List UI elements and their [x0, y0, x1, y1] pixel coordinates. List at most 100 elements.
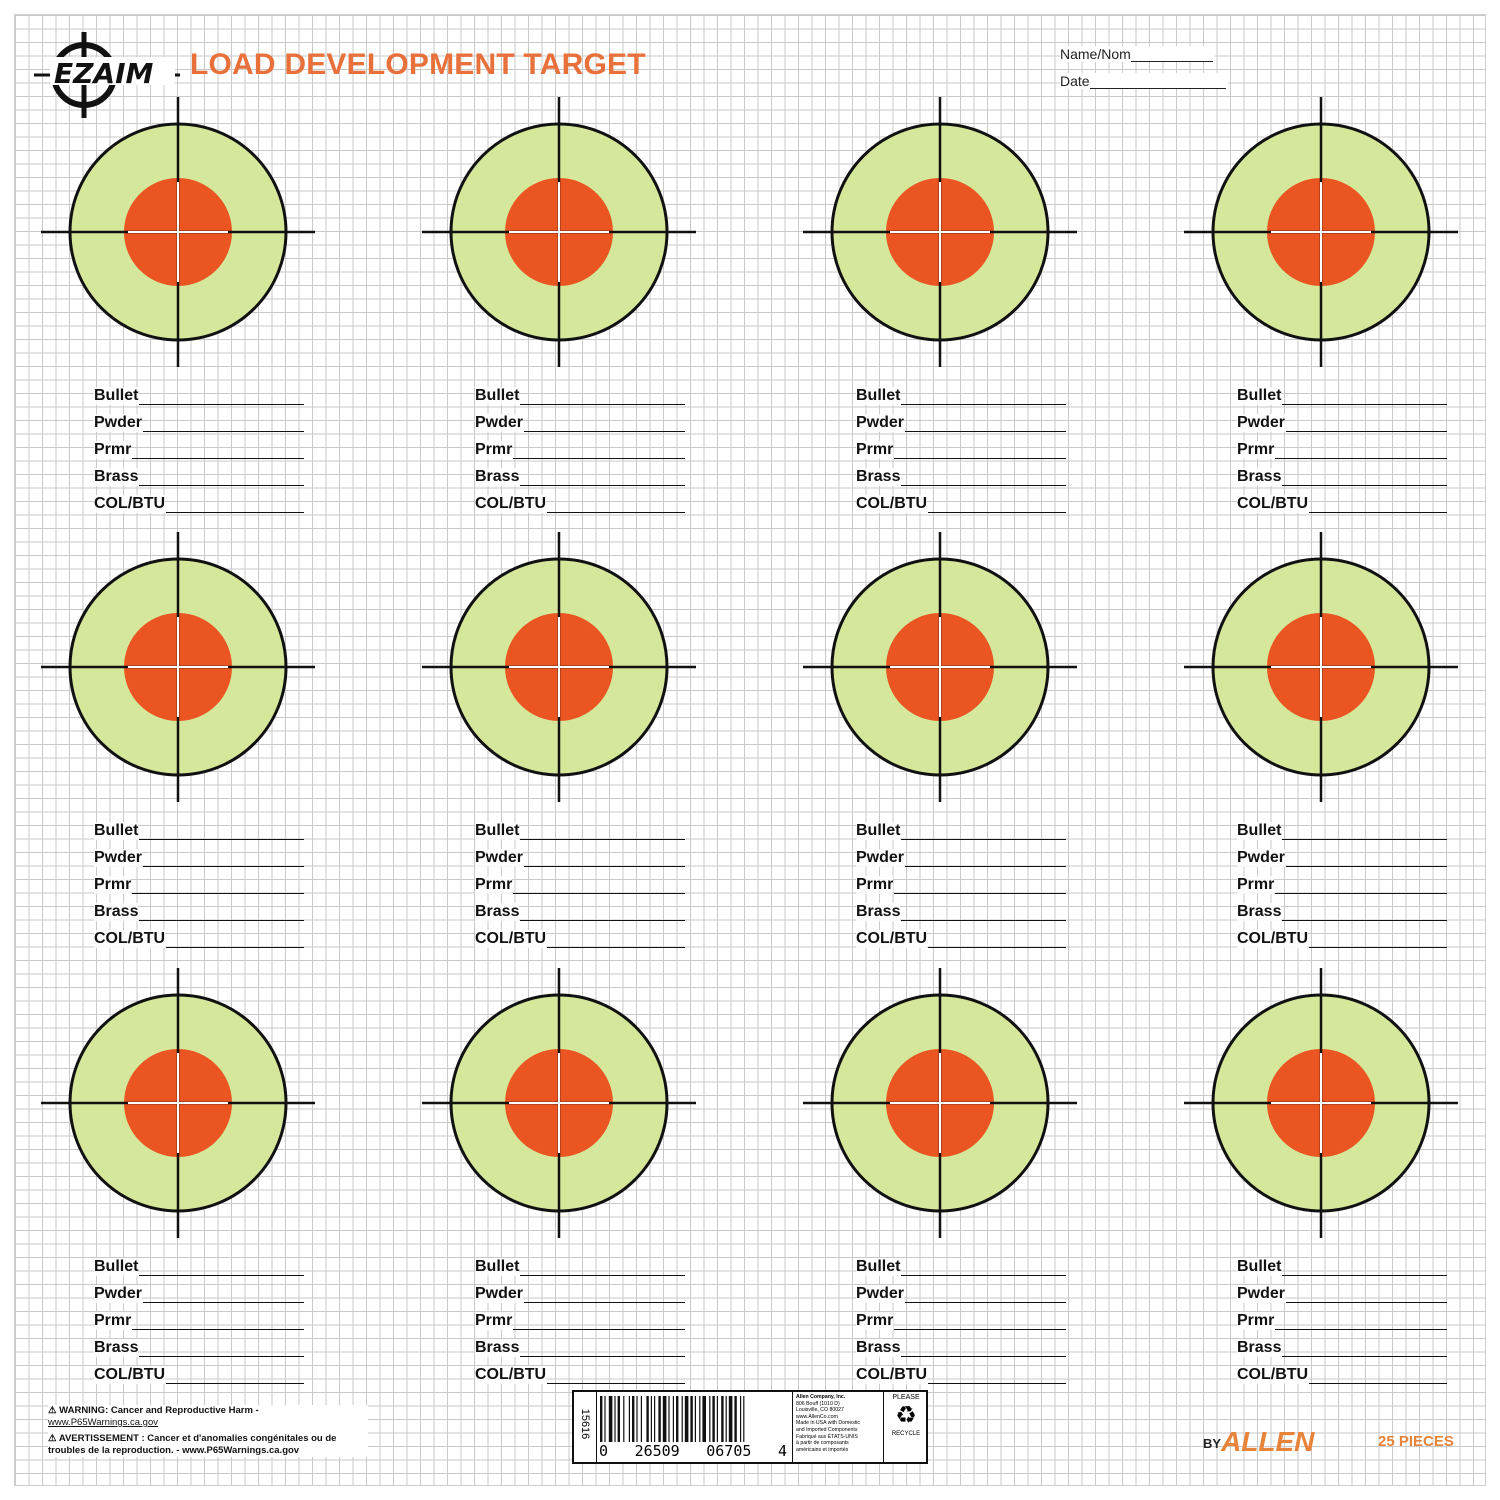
col-btu-field[interactable]: COL/BTU — [475, 1357, 685, 1384]
bullet-field[interactable]: Bullet — [1237, 1249, 1447, 1276]
powder-field-line — [1286, 430, 1447, 432]
bullseye-icon — [422, 532, 696, 802]
load-data-fields: Bullet Pwder Prmr Brass COL/BTU — [475, 813, 685, 948]
col-btu-field[interactable]: COL/BTU — [475, 921, 685, 948]
powder-field[interactable]: Pwder — [1237, 405, 1447, 432]
bullet-field[interactable]: Bullet — [475, 1249, 685, 1276]
brass-field-line — [520, 919, 685, 921]
product-code: 15616 — [579, 1408, 591, 1440]
primer-field[interactable]: Prmr — [94, 1303, 304, 1330]
recycle-bottom-label: RECYCLE — [891, 1431, 921, 1437]
powder-field[interactable]: Pwder — [1237, 840, 1447, 867]
brass-field-label: Brass — [1237, 903, 1282, 921]
col-btu-field-label: COL/BTU — [1237, 1366, 1309, 1384]
bullet-field[interactable]: Bullet — [856, 378, 1066, 405]
powder-field[interactable]: Pwder — [94, 840, 304, 867]
target-bullseye — [795, 87, 1085, 377]
bullet-field-label: Bullet — [475, 387, 520, 405]
page-title: LOAD DEVELOPMENT TARGET — [190, 48, 646, 81]
col-btu-field-line — [1309, 946, 1447, 948]
powder-field[interactable]: Pwder — [475, 1276, 685, 1303]
bullet-field[interactable]: Bullet — [94, 813, 304, 840]
name-field[interactable]: Name/Nom — [1060, 46, 1215, 62]
powder-field[interactable]: Pwder — [475, 405, 685, 432]
bullet-field-line — [139, 838, 304, 840]
powder-field-label: Pwder — [1237, 414, 1286, 432]
powder-field[interactable]: Pwder — [94, 405, 304, 432]
powder-field[interactable]: Pwder — [856, 1276, 1066, 1303]
powder-field-label: Pwder — [94, 849, 143, 867]
bullet-field[interactable]: Bullet — [475, 813, 685, 840]
barcode-icon — [600, 1396, 745, 1442]
brass-field-line — [1282, 919, 1447, 921]
primer-field[interactable]: Prmr — [1237, 432, 1447, 459]
bullet-field[interactable]: Bullet — [1237, 378, 1447, 405]
col-btu-field[interactable]: COL/BTU — [1237, 486, 1447, 513]
col-btu-field-line — [166, 946, 304, 948]
bullet-field[interactable]: Bullet — [94, 378, 304, 405]
primer-field[interactable]: Prmr — [94, 867, 304, 894]
col-btu-field-label: COL/BTU — [475, 495, 547, 513]
col-btu-field[interactable]: COL/BTU — [1237, 1357, 1447, 1384]
primer-field[interactable]: Prmr — [856, 867, 1066, 894]
bullet-field[interactable]: Bullet — [94, 1249, 304, 1276]
brass-field[interactable]: Brass — [856, 1330, 1066, 1357]
load-data-fields: Bullet Pwder Prmr Brass COL/BTU — [475, 378, 685, 513]
primer-field[interactable]: Prmr — [475, 432, 685, 459]
powder-field[interactable]: Pwder — [475, 840, 685, 867]
brass-field-line — [901, 484, 1066, 486]
load-data-fields: Bullet Pwder Prmr Brass COL/BTU — [856, 1249, 1066, 1384]
primer-field-label: Prmr — [856, 1312, 894, 1330]
primer-field[interactable]: Prmr — [94, 432, 304, 459]
brass-field[interactable]: Brass — [94, 1330, 304, 1357]
brass-field-label: Brass — [475, 1339, 520, 1357]
powder-field-label: Pwder — [475, 414, 524, 432]
brass-field[interactable]: Brass — [1237, 894, 1447, 921]
bullet-field[interactable]: Bullet — [856, 1249, 1066, 1276]
primer-field[interactable]: Prmr — [475, 1303, 685, 1330]
powder-field[interactable]: Pwder — [856, 405, 1066, 432]
powder-field-label: Pwder — [94, 1285, 143, 1303]
bullet-field[interactable]: Bullet — [1237, 813, 1447, 840]
brass-field[interactable]: Brass — [856, 459, 1066, 486]
brass-field[interactable]: Brass — [475, 459, 685, 486]
col-btu-field[interactable]: COL/BTU — [856, 1357, 1066, 1384]
bullseye-icon — [422, 97, 696, 367]
brass-field[interactable]: Brass — [475, 1330, 685, 1357]
powder-field-line — [524, 865, 685, 867]
date-label: Date — [1060, 73, 1090, 89]
brass-field[interactable]: Brass — [1237, 1330, 1447, 1357]
powder-field-label: Pwder — [856, 849, 905, 867]
powder-field[interactable]: Pwder — [94, 1276, 304, 1303]
col-btu-field[interactable]: COL/BTU — [1237, 921, 1447, 948]
primer-field[interactable]: Prmr — [475, 867, 685, 894]
col-btu-field[interactable]: COL/BTU — [94, 921, 304, 948]
brass-field[interactable]: Brass — [475, 894, 685, 921]
company-line: 806 Bouff (1010 D) — [796, 1400, 840, 1407]
col-btu-field[interactable]: COL/BTU — [94, 1357, 304, 1384]
col-btu-field[interactable]: COL/BTU — [475, 486, 685, 513]
col-btu-field[interactable]: COL/BTU — [856, 486, 1066, 513]
brass-field[interactable]: Brass — [856, 894, 1066, 921]
col-btu-field-label: COL/BTU — [475, 1366, 547, 1384]
brass-field[interactable]: Brass — [1237, 459, 1447, 486]
col-btu-field-line — [166, 511, 304, 513]
col-btu-field[interactable]: COL/BTU — [856, 921, 1066, 948]
powder-field-label: Pwder — [94, 414, 143, 432]
bullet-field[interactable]: Bullet — [856, 813, 1066, 840]
col-btu-field[interactable]: COL/BTU — [94, 486, 304, 513]
bullet-field[interactable]: Bullet — [475, 378, 685, 405]
brass-field[interactable]: Brass — [94, 894, 304, 921]
powder-field[interactable]: Pwder — [1237, 1276, 1447, 1303]
primer-field[interactable]: Prmr — [856, 1303, 1066, 1330]
primer-field[interactable]: Prmr — [1237, 867, 1447, 894]
brass-field-label: Brass — [856, 468, 901, 486]
company-line: Made in USA with Domestic — [796, 1420, 861, 1427]
brass-field[interactable]: Brass — [94, 459, 304, 486]
date-field[interactable]: Date — [1060, 73, 1228, 89]
powder-field[interactable]: Pwder — [856, 840, 1066, 867]
brass-field-label: Brass — [856, 1339, 901, 1357]
bullet-field-line — [1282, 1274, 1447, 1276]
primer-field[interactable]: Prmr — [1237, 1303, 1447, 1330]
primer-field[interactable]: Prmr — [856, 432, 1066, 459]
